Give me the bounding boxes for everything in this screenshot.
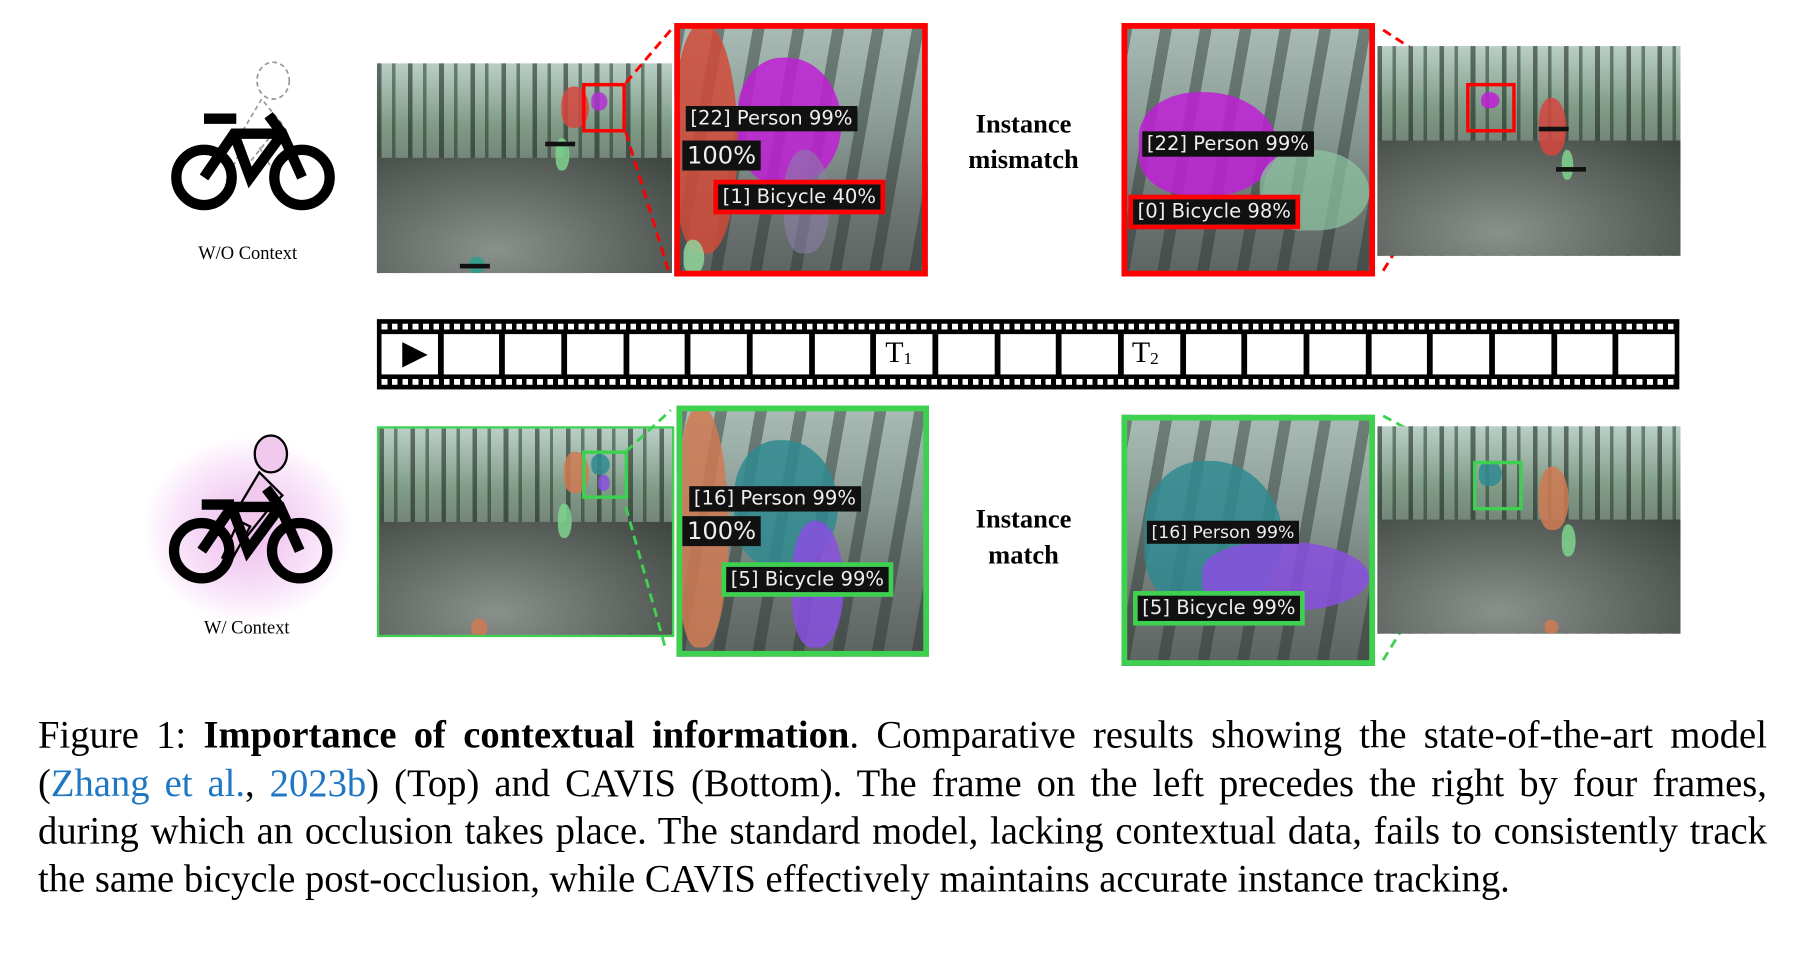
film-frame-cell [443, 334, 500, 375]
t-letter: T [885, 335, 904, 369]
crop-region-box [582, 450, 629, 499]
figure-caption: Figure 1: Importance of contextual infor… [38, 712, 1767, 904]
film-frame-cell [1247, 334, 1304, 375]
label-line: match [988, 540, 1059, 570]
zoom-connector-lines [624, 29, 672, 272]
caption-title: Importance of contextual information [203, 714, 850, 757]
score-label: 100% [682, 516, 761, 547]
film-frame-cell [1061, 334, 1119, 375]
label-line: mismatch [968, 145, 1079, 174]
frame-t1-with-context [376, 426, 675, 638]
bicycle-rider-icon [168, 434, 333, 584]
timestep-t1-label: T1 [885, 335, 912, 370]
caption-text: , [244, 762, 270, 805]
caption-text: . Comparative results showing the state-… [38, 714, 1767, 805]
film-frame-cell [1433, 334, 1490, 375]
label-line: Instance [975, 109, 1072, 139]
timestep-t2-label: T2 [1132, 335, 1159, 370]
t-subscript: 1 [903, 350, 913, 369]
play-icon [402, 342, 428, 368]
film-frame-cell [690, 334, 747, 375]
person-detection-label: [16] Person 99% [1146, 520, 1300, 544]
crop-region-box [1473, 460, 1523, 511]
zoomed-crop-t2-with-context: [16] Person 99% [5] Bicycle 99% [1121, 414, 1376, 666]
bicycle-detection-label: [5] Bicycle 99% [721, 562, 894, 597]
instance-mismatch-label: Instance mismatch [943, 106, 1104, 177]
crop-region-box [582, 82, 626, 133]
film-frame-cell [567, 334, 624, 375]
person-detection-label: [22] Person 99% [685, 105, 858, 132]
bicycle-detection-label: [0] Bicycle 98% [1128, 194, 1301, 230]
crop-region-box [1466, 82, 1516, 133]
score-label: 100% [682, 140, 761, 171]
citation-author-link[interactable]: Zhang et al. [50, 762, 245, 805]
bicycle-detection-label: [1] Bicycle 40% [713, 179, 886, 215]
film-frame-cell [1371, 334, 1428, 375]
film-frame-cell [876, 334, 933, 375]
zoom-connector-lines [624, 409, 672, 652]
film-frame-cell [814, 334, 871, 375]
bicycle-rider-outline-icon [171, 61, 335, 211]
film-frame-cell [1185, 334, 1242, 375]
film-frame-cell [1123, 334, 1180, 375]
film-frame-cell [752, 334, 809, 375]
zoomed-crop-t2-without-context: [22] Person 99% [0] Bicycle 98% [1121, 23, 1376, 277]
film-frame-cell [628, 334, 686, 375]
frame-t2-without-context [1377, 46, 1681, 256]
person-detection-label: [22] Person 99% [1142, 131, 1314, 157]
bicycle-detection-label: [5] Bicycle 99% [1133, 591, 1305, 626]
label-line: Instance [975, 504, 1072, 534]
film-frame-cell [505, 334, 562, 375]
frame-t2-with-context [1377, 426, 1681, 634]
t-subscript: 2 [1150, 350, 1159, 369]
film-frame-cell [1618, 334, 1675, 375]
frame-t1-without-context [376, 63, 672, 274]
film-frame-cell [1494, 334, 1552, 375]
person-detection-label: [16] Person 99% [689, 486, 861, 512]
film-frame-cell [938, 334, 995, 375]
citation-year-link[interactable]: 2023b [269, 762, 367, 805]
with-context-label: W/ Context [204, 618, 290, 639]
film-frame-cell [1000, 334, 1057, 375]
timeline-filmstrip: T1 T2 [376, 319, 1680, 390]
instance-match-label: Instance match [943, 501, 1104, 572]
film-frame-cell [1309, 334, 1366, 375]
caption-prefix: Figure 1: [38, 714, 204, 757]
film-frame-cell [1556, 334, 1613, 375]
t-letter: T [1131, 335, 1151, 369]
caption-text: ) (Top) and CAVIS (Bottom). The frame on… [38, 762, 1767, 901]
without-context-label: W/O Context [198, 244, 298, 264]
zoomed-crop-t1-with-context: [16] Person 99% 100% [5] Bicycle 99% [676, 405, 929, 657]
zoomed-crop-t1-without-context: [22] Person 99% 100% [1] Bicycle 40% [674, 23, 928, 277]
